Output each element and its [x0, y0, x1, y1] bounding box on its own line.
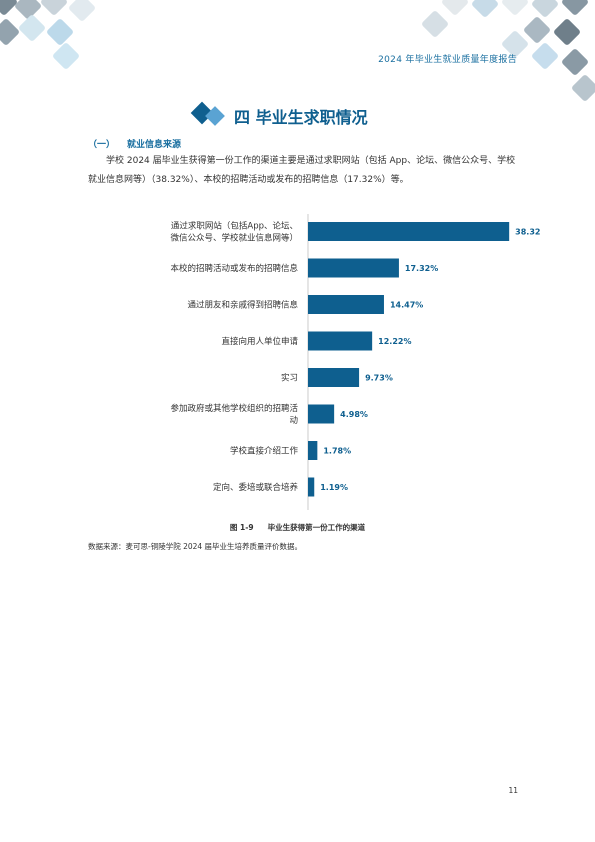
chart-category-label: 学校直接介绍工作 — [230, 446, 299, 457]
chart-value-label: 14.47% — [390, 301, 423, 310]
chart-value-label: 1.78% — [323, 447, 351, 456]
chart-value-label: 38.32% — [515, 228, 540, 237]
intro-paragraph: 学校 2024 届毕业生获得第一份工作的渠道主要是通过求职网站（包括 App、论… — [88, 156, 516, 185]
subheading: （一） 就业信息来源 — [88, 137, 181, 150]
chart-category-label: 动 — [289, 415, 298, 426]
page-number: 11 — [508, 786, 518, 795]
chart-value-label: 9.73% — [365, 374, 393, 383]
chart-bar — [308, 368, 360, 387]
chart-value-label: 17.32% — [405, 264, 438, 273]
chart-category-label: 参加政府或其他学校组织的招聘活 — [170, 403, 298, 414]
corner-decoration-right — [395, 0, 595, 103]
chart-value-label: 4.98% — [340, 410, 368, 419]
chart-value-label: 1.19% — [320, 483, 348, 492]
chart-bar — [308, 477, 315, 497]
chart-bar — [308, 441, 318, 460]
figure-caption: 图 1-9 毕业生获得第一份工作的渠道 — [0, 522, 595, 533]
chart-category-label: 通过朋友和亲戚得到招聘信息 — [187, 300, 298, 311]
chart-bar — [308, 222, 510, 241]
figure-number: 图 1-9 — [229, 523, 254, 532]
chart-category-label: 通过求职网站（包括App、论坛、 — [171, 221, 298, 232]
chart-bar — [308, 331, 373, 351]
chart-category-label: 微信公众号、学校就业信息网等） — [170, 233, 298, 244]
chart-bar — [308, 404, 335, 424]
subheading-number: （一） — [88, 140, 116, 150]
subheading-text: 就业信息来源 — [127, 140, 182, 150]
chart-value-label: 12.22% — [378, 337, 411, 346]
chart-category-label: 本校的招聘活动或发布的招聘信息 — [170, 263, 298, 274]
figure-caption-text: 毕业生获得第一份工作的渠道 — [267, 523, 366, 532]
chart-category-label: 实习 — [281, 373, 298, 384]
corner-decoration-left — [0, 0, 110, 80]
data-source-note: 数据来源：麦可思-铜陵学院 2024 届毕业生培养质量评价数据。 — [88, 542, 303, 551]
report-header-title: 2024 年毕业生就业质量年度报告 — [378, 55, 517, 65]
chart-bar — [308, 295, 384, 314]
section-title: 四 毕业生求职情况 — [234, 108, 368, 127]
chart-category-label: 直接向用人单位申请 — [221, 336, 298, 347]
chart-bar — [308, 258, 399, 278]
chart-category-label: 定向、委培或联合培养 — [213, 482, 299, 493]
channel-bar-chart: 38.32% 通过求职网站（包括App、论坛、微信公众号、学校就业信息网等） 17.… — [170, 214, 540, 510]
